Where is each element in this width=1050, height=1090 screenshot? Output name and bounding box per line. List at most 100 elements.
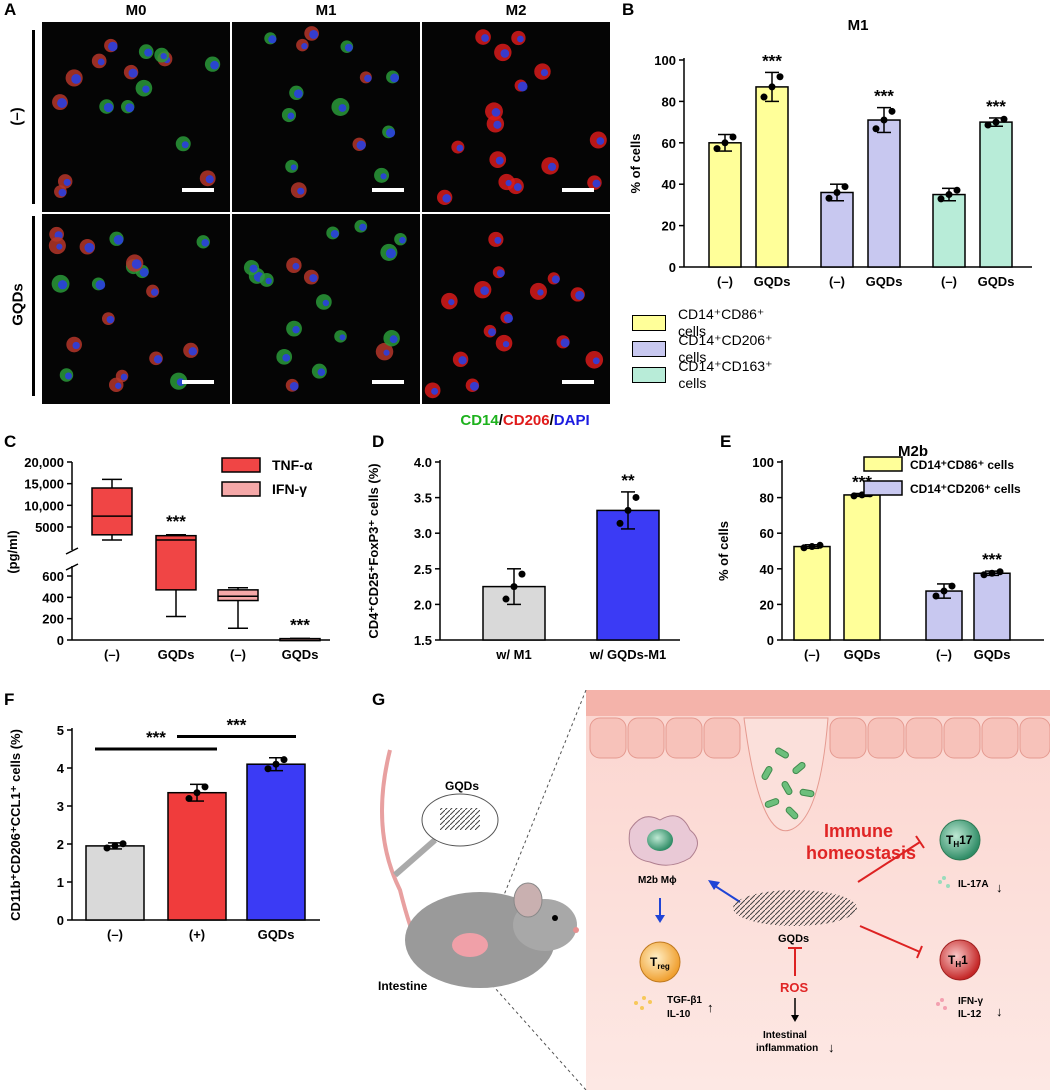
- y-tick-label: 5: [57, 723, 64, 738]
- ifn-label: IFN-γ: [958, 996, 983, 1007]
- immune-homeostasis-line1: Immune: [824, 821, 893, 841]
- legend-label: CD14⁺CD86⁺ cells: [910, 458, 1014, 472]
- nucleus: [297, 187, 305, 195]
- column-header-m1: M1: [315, 2, 337, 19]
- legend-item: CD14⁺CD206⁺ cells: [632, 332, 780, 365]
- y-tick-label: 100: [752, 455, 774, 470]
- data-point: [984, 121, 992, 129]
- legend-swatch: [863, 480, 903, 496]
- th17-label: TH17: [946, 833, 973, 849]
- scale-bar: [372, 188, 404, 192]
- data-point: [948, 582, 956, 590]
- nucleus: [58, 188, 67, 197]
- nucleus: [103, 102, 114, 113]
- nucleus: [64, 372, 72, 380]
- y-tick-label: 20: [760, 597, 774, 612]
- y-tick-label: 0: [57, 913, 64, 928]
- nucleus: [113, 234, 124, 245]
- stain-part-4: DAPI: [553, 412, 590, 429]
- bar: [167, 791, 227, 921]
- row-bracket-control: [32, 30, 35, 204]
- y-tick-label: 200: [42, 612, 64, 627]
- significance-label: ***: [166, 512, 186, 531]
- intestine-label: Intestine: [378, 979, 428, 993]
- nucleus: [153, 355, 163, 364]
- stain-part-0: CD14: [460, 412, 499, 429]
- il17a-label: IL-17A: [958, 879, 989, 890]
- data-point: [880, 116, 888, 124]
- micrograph-m2-gqds: [422, 214, 610, 404]
- il10-label: IL-10: [667, 1009, 691, 1020]
- data-point: [624, 506, 632, 514]
- data-point: [872, 125, 880, 133]
- x-tick-label: (–): [941, 274, 957, 289]
- scale-bar: [182, 188, 214, 192]
- significance-label: ***: [986, 97, 1006, 116]
- down-arrow-inflammation: ↓: [828, 1040, 835, 1055]
- nucleus: [301, 42, 308, 50]
- y-tick-label: 40: [760, 562, 774, 577]
- nucleus: [596, 137, 605, 145]
- nucleus: [293, 89, 303, 99]
- y-tick-label: 10,000: [24, 498, 64, 513]
- nucleus: [575, 290, 585, 300]
- nucleus: [72, 341, 80, 350]
- x-tick-label: (+): [189, 927, 205, 942]
- gqds-center-particles: [733, 890, 857, 926]
- th17-cytokine-dots: [938, 876, 950, 888]
- scale-bar: [562, 188, 594, 192]
- y-tick-label: 60: [760, 526, 774, 541]
- x-tick-label: GQDs: [844, 647, 881, 662]
- nucleus: [344, 43, 353, 52]
- nucleus: [57, 98, 67, 108]
- legend-label: IFN-γ: [272, 481, 307, 497]
- nucleus: [290, 164, 297, 171]
- nucleus: [181, 141, 189, 149]
- y-axis-label: CD11b⁺CD206⁺CCL1⁺ cells (%): [8, 729, 23, 921]
- arrow-to-m2b-head: [708, 880, 720, 890]
- data-point: [833, 188, 841, 196]
- nucleus: [560, 338, 570, 348]
- treg-cytokine-dots: [634, 996, 652, 1010]
- nucleus: [71, 74, 82, 84]
- arrow-to-inflammation-head: [791, 1015, 799, 1022]
- scale-bar: [372, 380, 404, 384]
- arrow-to-m2b: [711, 883, 741, 903]
- bar: [925, 590, 963, 641]
- th17-cell: [939, 819, 981, 861]
- gqds-particles-icon: [440, 808, 480, 830]
- nucleus: [458, 356, 467, 365]
- data-point: [800, 544, 808, 552]
- nucleus: [494, 236, 502, 244]
- legend-swatch: [221, 457, 261, 473]
- x-tick-label: (–): [107, 927, 123, 942]
- stain-part-3: /: [549, 412, 554, 429]
- data-point: [988, 569, 996, 577]
- chart-title: M2b: [898, 443, 928, 460]
- nucleus: [139, 267, 149, 277]
- x-tick-label: (–): [936, 647, 952, 662]
- nucleus: [322, 299, 330, 307]
- y-tick-label: 20,000: [24, 455, 64, 470]
- stain-part-2: CD206: [502, 412, 550, 429]
- ros-label: ROS: [780, 980, 809, 995]
- nucleus: [502, 340, 510, 348]
- nucleus: [330, 229, 339, 238]
- nucleus: [309, 274, 318, 283]
- y-axis-label: (pg/ml): [5, 530, 20, 573]
- nucleus: [491, 108, 501, 117]
- bar: [973, 572, 1011, 641]
- data-point: [185, 795, 193, 803]
- y-axis-label: % of cells: [628, 134, 643, 194]
- x-tick-label: (–): [829, 274, 845, 289]
- nucleus: [469, 381, 479, 391]
- y-tick-label: 2.0: [414, 597, 432, 612]
- y-axis-label: CD4⁺CD25⁺FoxP3⁺ cells (%): [366, 463, 381, 638]
- nucleus: [115, 382, 122, 389]
- significance-label: ***: [982, 550, 1002, 569]
- significance-label: **: [621, 471, 635, 490]
- chart-b-m1: 0 20 40 60 80 100 % of cells M1 (–) GQDs *** (–) GQD…: [628, 17, 1032, 289]
- scale-bar: [562, 380, 594, 384]
- y-tick-label: 2.5: [414, 562, 432, 577]
- nucleus: [338, 104, 347, 112]
